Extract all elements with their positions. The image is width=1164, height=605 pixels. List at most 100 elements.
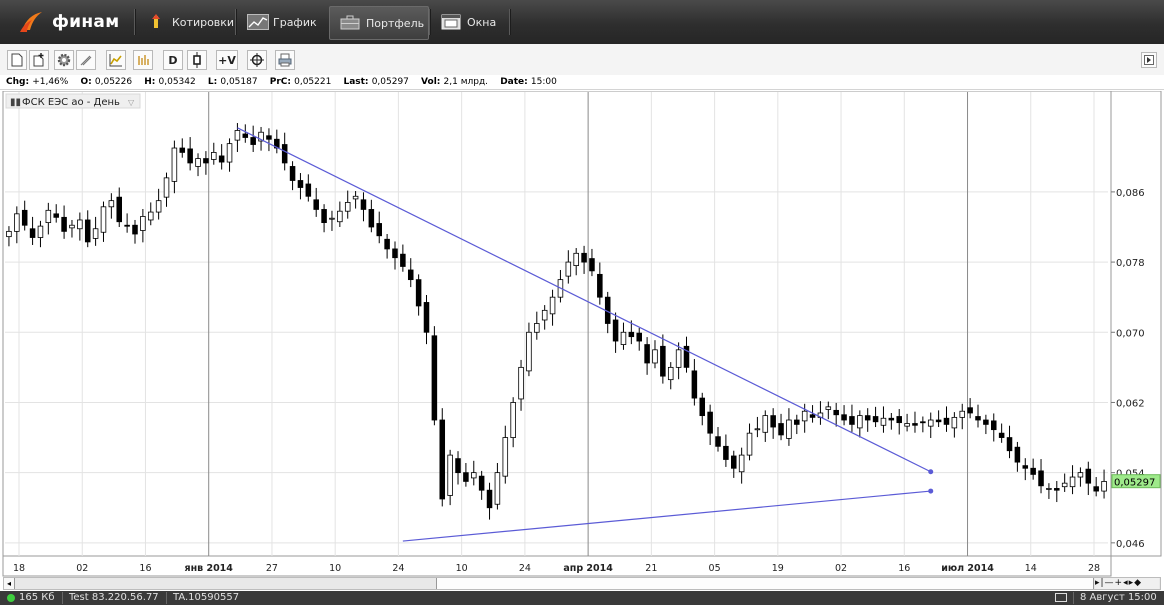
draw-tool-button[interactable] bbox=[76, 50, 96, 70]
y-tick-label: 0,086 bbox=[1116, 188, 1145, 199]
bar-chart-button[interactable] bbox=[133, 50, 153, 70]
candle-body bbox=[841, 414, 847, 421]
candle-body bbox=[975, 416, 981, 421]
x-tick-label: янв 2014 bbox=[184, 563, 233, 574]
y-tick-label: 0,046 bbox=[1116, 539, 1145, 550]
x-tick-label: 21 bbox=[645, 563, 657, 574]
candle-body bbox=[872, 416, 879, 423]
zoom-controls[interactable]: ▸|—+◂▸◆ bbox=[1095, 578, 1159, 589]
candle-body bbox=[652, 349, 658, 364]
candle-body bbox=[880, 417, 887, 426]
time-axis bbox=[2, 555, 1112, 577]
candle-body bbox=[179, 147, 186, 153]
nav-separator bbox=[134, 9, 136, 35]
nav-separator bbox=[235, 9, 237, 35]
nav-chart[interactable]: График bbox=[237, 6, 325, 38]
info-open: O: 0,05226 bbox=[80, 77, 133, 87]
candle-body bbox=[825, 406, 832, 410]
candle-body bbox=[242, 133, 249, 138]
nav-portfolio[interactable]: Портфель bbox=[329, 6, 429, 40]
candle-body bbox=[203, 158, 209, 164]
candle-body bbox=[392, 248, 398, 259]
scroll-thumb[interactable] bbox=[436, 578, 1094, 589]
candle-body bbox=[541, 309, 548, 321]
crosshair-button[interactable] bbox=[247, 50, 267, 70]
candle-body bbox=[187, 148, 193, 164]
candle-body bbox=[959, 410, 966, 418]
candle-body bbox=[21, 209, 28, 226]
candle-body bbox=[234, 130, 241, 141]
candle-body bbox=[526, 331, 532, 372]
x-tick-label: 27 bbox=[266, 563, 278, 574]
quotes-icon bbox=[146, 14, 166, 30]
trend-line bbox=[237, 127, 931, 473]
period-day-button[interactable]: D bbox=[163, 50, 183, 70]
panel-toggle-button[interactable] bbox=[1141, 52, 1157, 68]
legend-marker-icon: ▮▮ bbox=[10, 97, 21, 108]
candle-body bbox=[100, 206, 107, 233]
windows-icon bbox=[441, 14, 461, 30]
pencil-icon bbox=[80, 55, 92, 66]
candle-body bbox=[778, 423, 784, 436]
chart-icon bbox=[247, 14, 269, 30]
x-tick-label: 16 bbox=[898, 563, 910, 574]
candle-body bbox=[888, 417, 895, 421]
candle-body bbox=[77, 219, 83, 230]
nav-portfolio-label: Портфель bbox=[366, 16, 425, 30]
candle-body bbox=[715, 436, 721, 447]
add-indicator-button[interactable] bbox=[29, 50, 49, 70]
print-button[interactable] bbox=[275, 50, 295, 70]
mail-icon[interactable] bbox=[1055, 593, 1067, 602]
x-tick-label: апр 2014 bbox=[563, 563, 613, 574]
line-chart-button[interactable] bbox=[106, 50, 126, 70]
volume-button[interactable]: +V bbox=[216, 50, 238, 70]
chart-scrollbar[interactable]: ◂ ▸|—+◂▸◆ bbox=[3, 577, 1161, 590]
x-tick-label: 28 bbox=[1088, 563, 1100, 574]
candle-body bbox=[352, 195, 359, 200]
candle-body bbox=[770, 415, 776, 428]
candle-body bbox=[644, 344, 650, 364]
nav-windows[interactable]: Окна bbox=[431, 6, 507, 38]
x-tick-label: 16 bbox=[139, 563, 151, 574]
candle-body bbox=[439, 419, 446, 500]
candle-body bbox=[943, 417, 950, 425]
quote-info-bar: Chg: +1,46% O: 0,05226 H: 0,05342 L: 0,0… bbox=[0, 75, 1164, 90]
candle-body bbox=[195, 158, 201, 167]
scroll-left-icon[interactable]: ◂ bbox=[4, 578, 15, 589]
candle-body bbox=[707, 411, 713, 434]
candle-body bbox=[636, 332, 642, 342]
legend-label: ФСК ЕЭС ао - День bbox=[22, 97, 120, 108]
x-tick-label: июл 2014 bbox=[941, 563, 994, 574]
candle-body bbox=[407, 269, 414, 281]
info-high: H: 0,05342 bbox=[144, 77, 196, 87]
candle-body bbox=[1069, 476, 1076, 488]
last-price-marker: 0,05297 bbox=[1111, 474, 1161, 489]
nav-windows-label: Окна bbox=[467, 15, 497, 29]
candle-body bbox=[1006, 437, 1013, 452]
new-chart-button[interactable] bbox=[7, 50, 27, 70]
x-tick-label: 18 bbox=[13, 563, 25, 574]
status-divider bbox=[62, 592, 63, 604]
candle-body bbox=[14, 213, 20, 232]
trend-line bbox=[402, 490, 931, 542]
candle-body bbox=[998, 432, 1005, 438]
candle-type-button[interactable] bbox=[187, 50, 207, 70]
settings-button[interactable] bbox=[54, 50, 74, 70]
candle-body bbox=[155, 200, 162, 213]
candle-body bbox=[6, 230, 12, 238]
nav-separator bbox=[509, 9, 511, 35]
price-chart[interactable]: 0,086 0,078 0,070 0,062 0,054 0,046 18 02 16 янв… bbox=[0, 91, 1164, 577]
candle-body bbox=[321, 209, 327, 224]
candle-body bbox=[400, 253, 406, 267]
candle-body bbox=[69, 224, 75, 229]
candle-body bbox=[675, 349, 682, 368]
connection-status-icon bbox=[7, 594, 15, 602]
candle-body bbox=[447, 454, 453, 496]
nav-quotes[interactable]: Котировки bbox=[136, 6, 234, 38]
candle-body bbox=[258, 131, 264, 142]
candle-body bbox=[589, 258, 595, 272]
candle-body bbox=[849, 416, 855, 425]
candle-body bbox=[140, 216, 146, 231]
portfolio-icon bbox=[340, 15, 360, 31]
x-tick-label: 10 bbox=[329, 563, 341, 574]
